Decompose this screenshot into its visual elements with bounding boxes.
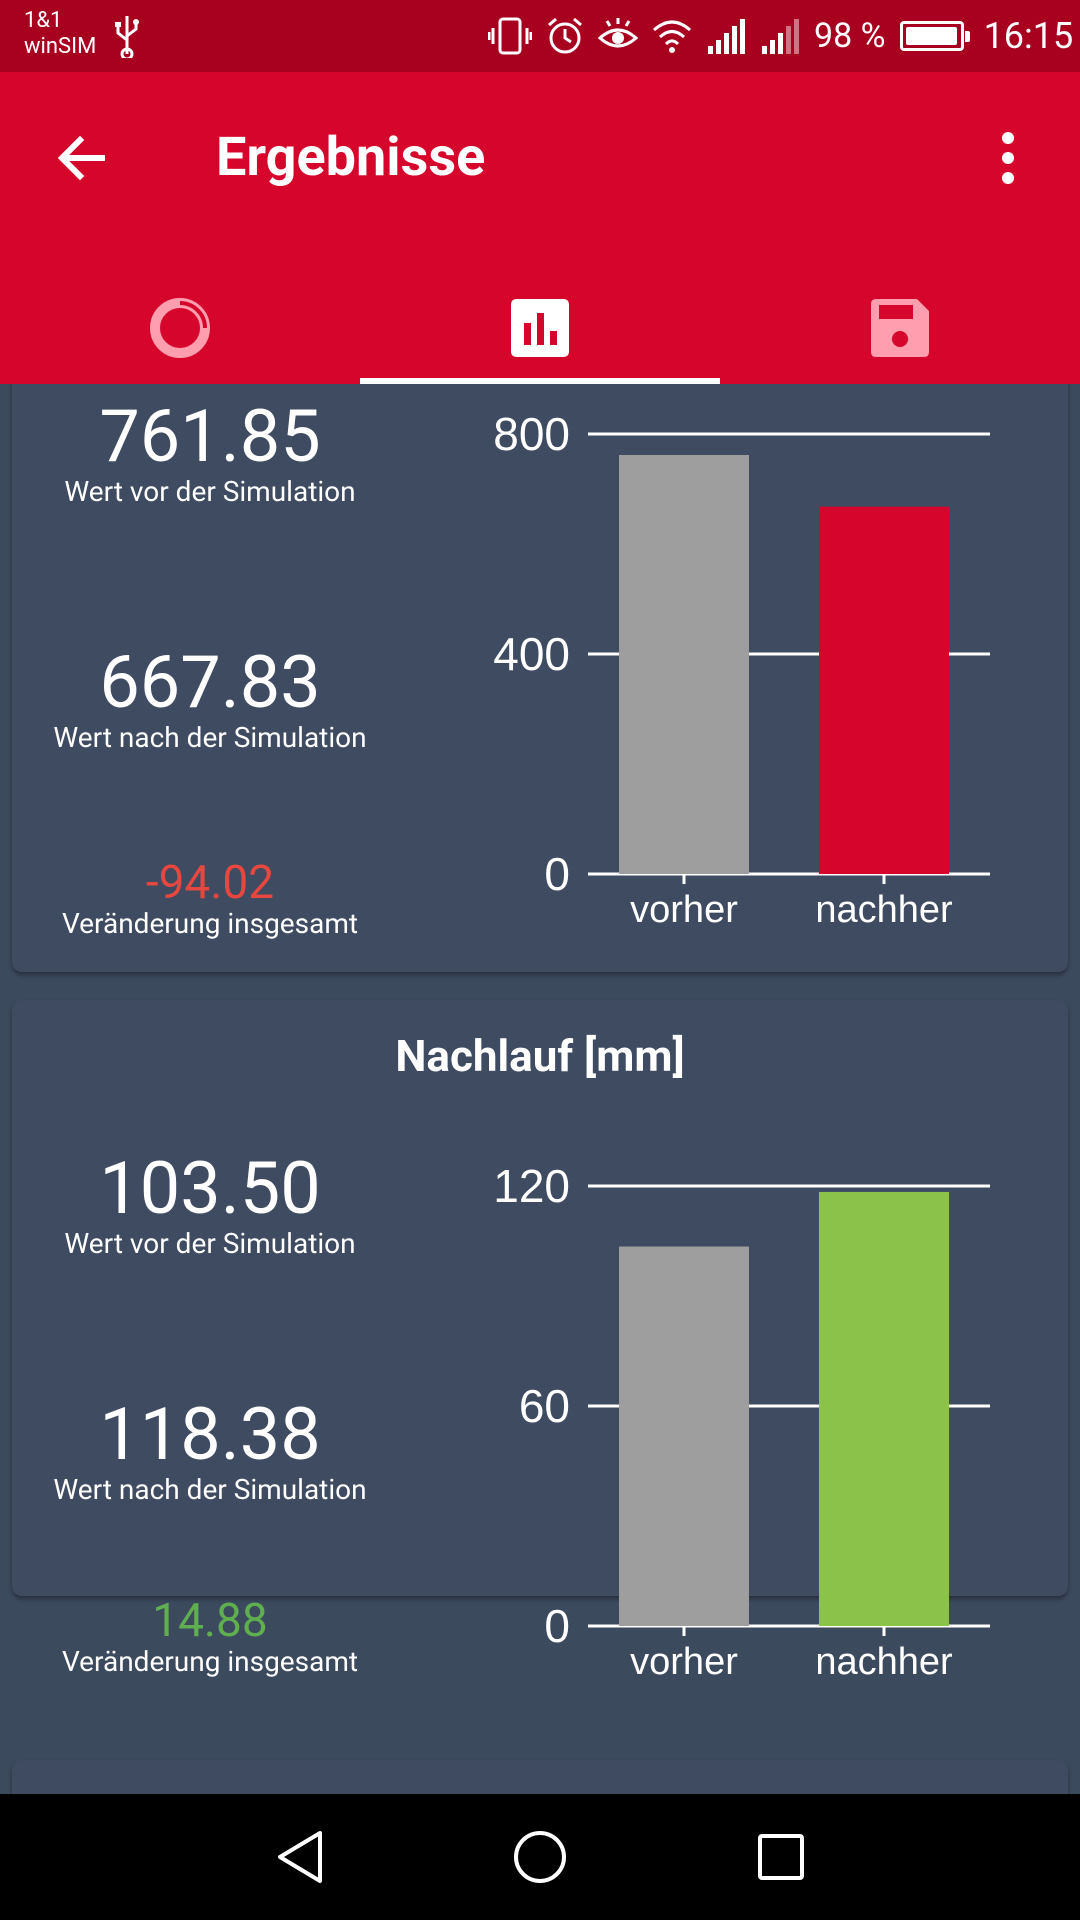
card-title: Nachlauf [mm]	[395, 1030, 685, 1082]
bar-vorher	[619, 454, 749, 874]
carrier-name: 1&1 winSIM	[24, 8, 96, 60]
donut-chart-icon	[150, 298, 210, 358]
change-label: Veränderung insgesamt	[61, 1645, 359, 1678]
status-time: 16:15	[983, 15, 1074, 57]
change-stat: -94.02 Veränderung insgesamt	[12, 858, 408, 940]
battery-percent: 98 %	[814, 16, 886, 56]
y-tick-label: 0	[544, 848, 570, 900]
y-tick-label: 0	[544, 1600, 570, 1652]
alarm-icon	[548, 17, 582, 54]
after-stat: 667.83 Wert nach der Simulation	[12, 644, 408, 754]
carrier-line-2: winSIM	[24, 34, 97, 59]
tab-bar	[0, 272, 1080, 384]
signal-icon	[708, 19, 745, 54]
before-stat: 103.50 Wert vor der Simulation	[12, 1150, 408, 1260]
signal-weak-icon	[762, 19, 799, 54]
nav-home-icon[interactable]	[510, 1827, 570, 1887]
bar-chart-2: 0 60 120 vorher nachher	[412, 1164, 1012, 1724]
change-value: 14.88	[152, 1594, 268, 1648]
bar-nachher	[819, 506, 949, 874]
nav-back-icon[interactable]	[274, 1827, 326, 1887]
vibrate-icon	[488, 17, 532, 55]
result-card-2: Nachlauf [mm] 103.50 Wert vor der Simula…	[12, 1000, 1068, 1683]
before-value: 103.50	[99, 1146, 321, 1231]
result-card-3	[12, 1760, 1068, 1794]
change-value: -94.02	[145, 856, 275, 910]
y-tick-label: 400	[493, 628, 570, 680]
tab-overview[interactable]	[0, 272, 360, 384]
y-tick-label: 800	[493, 412, 570, 460]
after-value: 118.38	[99, 1392, 321, 1477]
x-tick-label: nachher	[815, 1641, 953, 1683]
bar-chart-icon	[511, 299, 569, 357]
before-label: Wert vor der Simulation	[64, 1227, 356, 1260]
save-icon	[871, 299, 929, 357]
bar-chart-1: 0 400 800 vorher nachher	[412, 412, 1012, 972]
wifi-icon	[653, 20, 691, 53]
after-value: 667.83	[99, 640, 321, 725]
page-title: Ergebnisse	[216, 126, 486, 189]
results-content[interactable]: 761.85 Wert vor der Simulation 667.83 We…	[0, 384, 1080, 1794]
app-bar: Ergebnisse	[0, 72, 1080, 384]
before-stat: 761.85 Wert vor der Simulation	[12, 398, 408, 508]
bar-vorher	[619, 1246, 749, 1626]
arrow-back-icon[interactable]	[52, 128, 112, 188]
eye-comfort-icon	[598, 18, 638, 48]
x-tick-label: vorher	[630, 889, 738, 931]
battery-charging-icon	[899, 21, 970, 51]
x-tick-label: vorher	[630, 1641, 738, 1683]
change-stat: 14.88 Veränderung insgesamt	[12, 1596, 408, 1678]
status-bar: 1&1 winSIM	[0, 0, 1080, 72]
bar-chart-2-svg: 0 60 120 vorher nachher	[493, 1164, 990, 1683]
nav-recents-icon[interactable]	[756, 1827, 806, 1887]
usb-icon	[115, 16, 139, 58]
more-vertical-icon[interactable]	[994, 128, 1022, 188]
change-label: Veränderung insgesamt	[61, 907, 359, 940]
bar-chart-1-svg: 0 400 800 vorher nachher	[493, 412, 990, 931]
before-value: 761.85	[99, 394, 321, 479]
navigation-bar	[0, 1794, 1080, 1920]
tab-save[interactable]	[720, 272, 1080, 384]
carrier-line-1: 1&1	[24, 8, 63, 33]
before-label: Wert vor der Simulation	[64, 475, 356, 508]
after-stat: 118.38 Wert nach der Simulation	[12, 1396, 408, 1506]
result-card-1: 761.85 Wert vor der Simulation 667.83 We…	[12, 384, 1068, 972]
after-label: Wert nach der Simulation	[53, 721, 367, 754]
bar-nachher	[819, 1191, 949, 1626]
y-tick-label: 60	[519, 1380, 570, 1432]
after-label: Wert nach der Simulation	[53, 1473, 367, 1506]
x-tick-label: nachher	[815, 889, 953, 931]
tab-charts[interactable]	[360, 272, 720, 384]
y-tick-label: 120	[493, 1164, 570, 1212]
tab-indicator	[360, 378, 720, 384]
